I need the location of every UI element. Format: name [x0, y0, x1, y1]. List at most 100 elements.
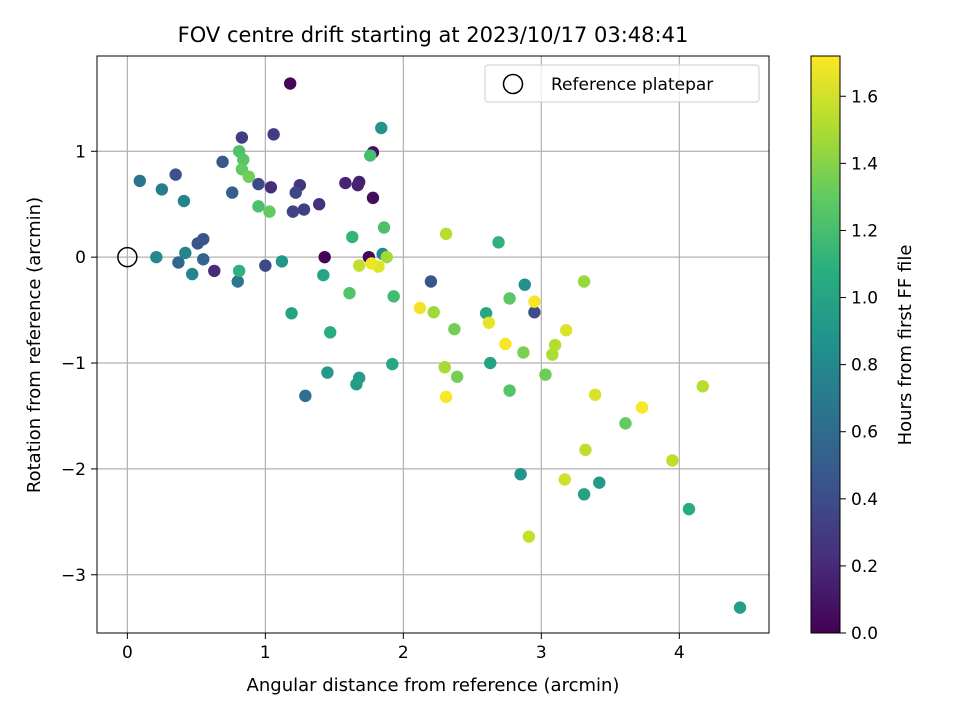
data-point: [226, 186, 239, 199]
data-point: [252, 177, 265, 191]
colorbar-tick-label: 1.0: [851, 289, 878, 309]
data-point: [289, 186, 302, 199]
data-point: [528, 306, 541, 319]
y-tick-label: −3: [61, 566, 86, 586]
data-point: [522, 530, 536, 543]
data-point: [275, 255, 289, 268]
data-point: [733, 601, 747, 614]
data-point: [346, 230, 359, 244]
colorbar-label: Hours from first FF file: [895, 245, 916, 446]
data-point: [259, 259, 272, 272]
data-point: [155, 183, 169, 196]
legend-box: [484, 64, 760, 103]
data-point: [439, 227, 453, 241]
y-tick-label: 1: [75, 142, 86, 162]
colorbar-frame: [810, 55, 841, 634]
colorbar-tick-label: 1.4: [851, 154, 878, 174]
data-point: [518, 278, 531, 291]
data-point: [377, 221, 391, 234]
data-point: [539, 368, 552, 381]
x-tick-label: 1: [260, 643, 271, 663]
data-point: [364, 149, 377, 162]
data-point: [413, 301, 427, 315]
colorbar: 0.0 0.2 0.4 0.6 0.8 1.0 1.2 1.4 1.6 Hours from f…: [810, 55, 916, 644]
data-point: [682, 502, 696, 516]
data-point: [450, 370, 464, 383]
colorbar-tick-label: 0.0: [851, 624, 878, 644]
data-point: [237, 153, 250, 166]
data-point: [448, 322, 461, 336]
data-point: [387, 290, 400, 303]
data-point: [593, 476, 606, 489]
data-point: [548, 338, 562, 352]
grid: [97, 56, 769, 633]
data-point: [197, 253, 210, 266]
colorbar-tick-label: 1.2: [851, 221, 878, 241]
data-point: [216, 155, 229, 169]
data-point: [172, 256, 185, 269]
data-point: [312, 198, 326, 211]
data-point: [424, 275, 438, 288]
x-tick-label: 4: [674, 643, 685, 663]
data-point: [375, 121, 388, 135]
data-point: [503, 384, 516, 397]
data-point: [619, 417, 632, 430]
data-point: [352, 371, 366, 385]
data-point: [559, 324, 573, 337]
data-point: [479, 307, 493, 320]
data-point: [499, 337, 512, 351]
data-point: [231, 275, 244, 288]
data-point: [285, 307, 298, 320]
y-tick-label: −2: [61, 460, 86, 480]
x-axis-label: Angular distance from reference (arcmin): [247, 675, 620, 696]
data-point: [299, 389, 312, 403]
data-point: [579, 443, 592, 457]
data-point: [558, 473, 571, 486]
data-point: [208, 264, 221, 278]
data-point: [427, 306, 440, 319]
colorbar-tick-label: 0.8: [851, 356, 878, 376]
legend: Reference platepar: [484, 64, 760, 103]
data-point: [528, 295, 541, 308]
data-point: [242, 170, 255, 183]
y-tick-label: 0: [75, 248, 86, 268]
data-point: [318, 250, 331, 264]
data-point: [503, 292, 516, 305]
y-axis-label: Rotation from reference (arcmin): [24, 197, 45, 493]
y-tick-label: −1: [61, 354, 86, 374]
data-point: [286, 205, 300, 218]
colorbar-ticks: 0.0 0.2 0.4 0.6 0.8 1.0 1.2 1.4 1.6: [840, 87, 878, 644]
data-point: [577, 275, 591, 288]
data-point: [439, 390, 453, 404]
x-axis-ticks: 0 1 2 3 4: [122, 633, 685, 663]
x-tick-label: 3: [536, 643, 547, 663]
data-point: [297, 203, 311, 216]
data-point: [365, 257, 378, 270]
data-point: [366, 191, 380, 205]
plot-frame: [96, 55, 770, 634]
x-tick-label: 2: [398, 643, 409, 663]
reference-point-layer: [117, 246, 138, 268]
data-point: [492, 236, 505, 249]
colorbar-tick-label: 1.6: [851, 87, 878, 107]
data-point: [133, 174, 146, 188]
data-point: [177, 194, 191, 208]
colorbar-tick-label: 0.4: [851, 490, 878, 510]
data-point: [514, 467, 527, 481]
legend-entry-reference-platepar: Reference platepar: [551, 75, 713, 95]
data-point: [283, 77, 297, 90]
data-point: [484, 356, 497, 370]
data-point: [169, 168, 182, 181]
data-point: [635, 401, 649, 414]
data-point: [317, 268, 330, 282]
data-point: [438, 361, 451, 374]
colorbar-gradient: [811, 56, 840, 633]
reference-platepar-marker: [117, 246, 138, 268]
data-point: [186, 267, 199, 281]
colorbar-tick-label: 0.2: [851, 557, 878, 577]
data-point: [179, 246, 192, 260]
data-point: [232, 264, 246, 278]
chart-title: FOV centre drift starting at 2023/10/17 …: [178, 23, 689, 47]
legend-marker-open-circle: [502, 73, 524, 95]
